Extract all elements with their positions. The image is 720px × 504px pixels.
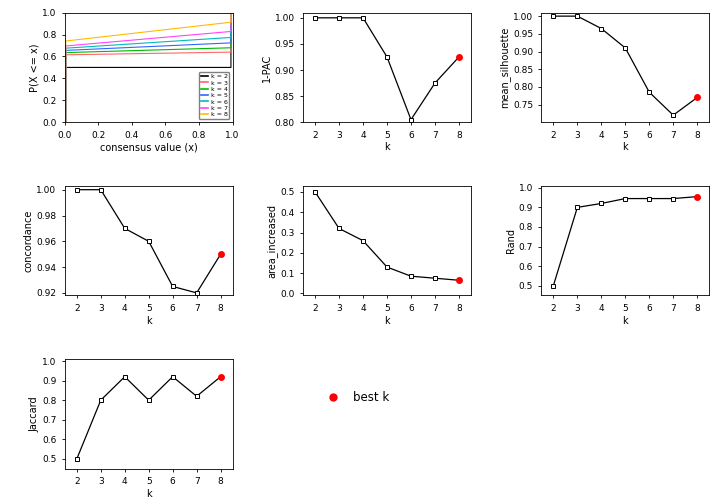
X-axis label: consensus value (x): consensus value (x) [100,142,197,152]
X-axis label: k: k [384,316,390,326]
Y-axis label: 1-PAC: 1-PAC [262,53,272,82]
X-axis label: k: k [623,316,628,326]
X-axis label: k: k [623,142,628,152]
Y-axis label: Rand: Rand [506,228,516,253]
Y-axis label: mean_silhouette: mean_silhouette [499,27,510,108]
X-axis label: k: k [384,142,390,152]
Legend: k = 2, k = 3, k = 4, k = 5, k = 6, k = 7, k = 8: k = 2, k = 3, k = 4, k = 5, k = 6, k = 7… [199,72,230,119]
X-axis label: k: k [146,316,151,326]
X-axis label: k: k [146,489,151,499]
Y-axis label: concordance: concordance [24,210,34,272]
Y-axis label: Jaccard: Jaccard [30,396,40,432]
Text: best k: best k [354,391,390,404]
Y-axis label: area_increased: area_increased [266,204,278,278]
Y-axis label: P(X <= x): P(X <= x) [30,43,40,92]
